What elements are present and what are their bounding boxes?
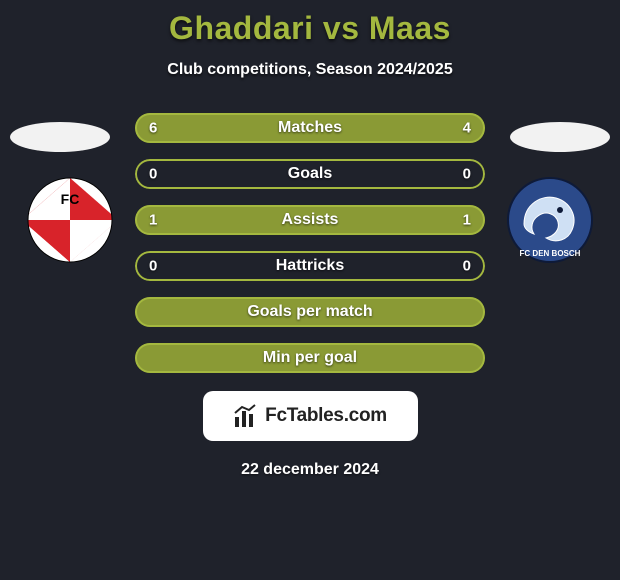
stat-bar: Assists 1 1 bbox=[135, 205, 485, 235]
player-photo-left bbox=[10, 122, 110, 152]
club-crest-left: FC bbox=[20, 176, 120, 264]
bar-value-left: 1 bbox=[149, 212, 157, 229]
bar-label: Goals per match bbox=[247, 303, 372, 321]
stat-bar: Goals per match bbox=[135, 297, 485, 327]
player-photo-right bbox=[510, 122, 610, 152]
svg-text:FC: FC bbox=[61, 191, 80, 207]
svg-text:FC DEN BOSCH: FC DEN BOSCH bbox=[520, 249, 581, 258]
bar-value-left: 6 bbox=[149, 120, 157, 137]
infographic: Ghaddari vs Maas Club competitions, Seas… bbox=[0, 0, 620, 580]
bar-value-right: 0 bbox=[463, 166, 471, 183]
bar-label: Goals bbox=[288, 165, 332, 183]
bar-label: Hattricks bbox=[276, 257, 344, 275]
bar-value-left: 0 bbox=[149, 258, 157, 275]
stat-bar: Matches 6 4 bbox=[135, 113, 485, 143]
bar-label: Min per goal bbox=[263, 349, 357, 367]
club-crest-right: FC DEN BOSCH bbox=[500, 176, 600, 264]
bar-value-left: 0 bbox=[149, 166, 157, 183]
stat-bar: Goals 0 0 bbox=[135, 159, 485, 189]
stat-bar: Min per goal bbox=[135, 343, 485, 373]
stat-bar: Hattricks 0 0 bbox=[135, 251, 485, 281]
brand-text: FcTables.com bbox=[265, 405, 387, 427]
bar-value-right: 4 bbox=[463, 120, 471, 137]
subtitle: Club competitions, Season 2024/2025 bbox=[167, 61, 452, 79]
brand-badge: FcTables.com bbox=[203, 391, 418, 441]
bar-label: Matches bbox=[278, 119, 342, 137]
footer-date: 22 december 2024 bbox=[241, 461, 379, 479]
stat-bars: Matches64Goals00Assists11Hattricks00Goal… bbox=[135, 113, 485, 373]
bar-value-right: 1 bbox=[463, 212, 471, 229]
page-title: Ghaddari vs Maas bbox=[169, 10, 451, 47]
stats-icon bbox=[233, 403, 259, 429]
bar-value-right: 0 bbox=[463, 258, 471, 275]
bar-label: Assists bbox=[282, 211, 339, 229]
